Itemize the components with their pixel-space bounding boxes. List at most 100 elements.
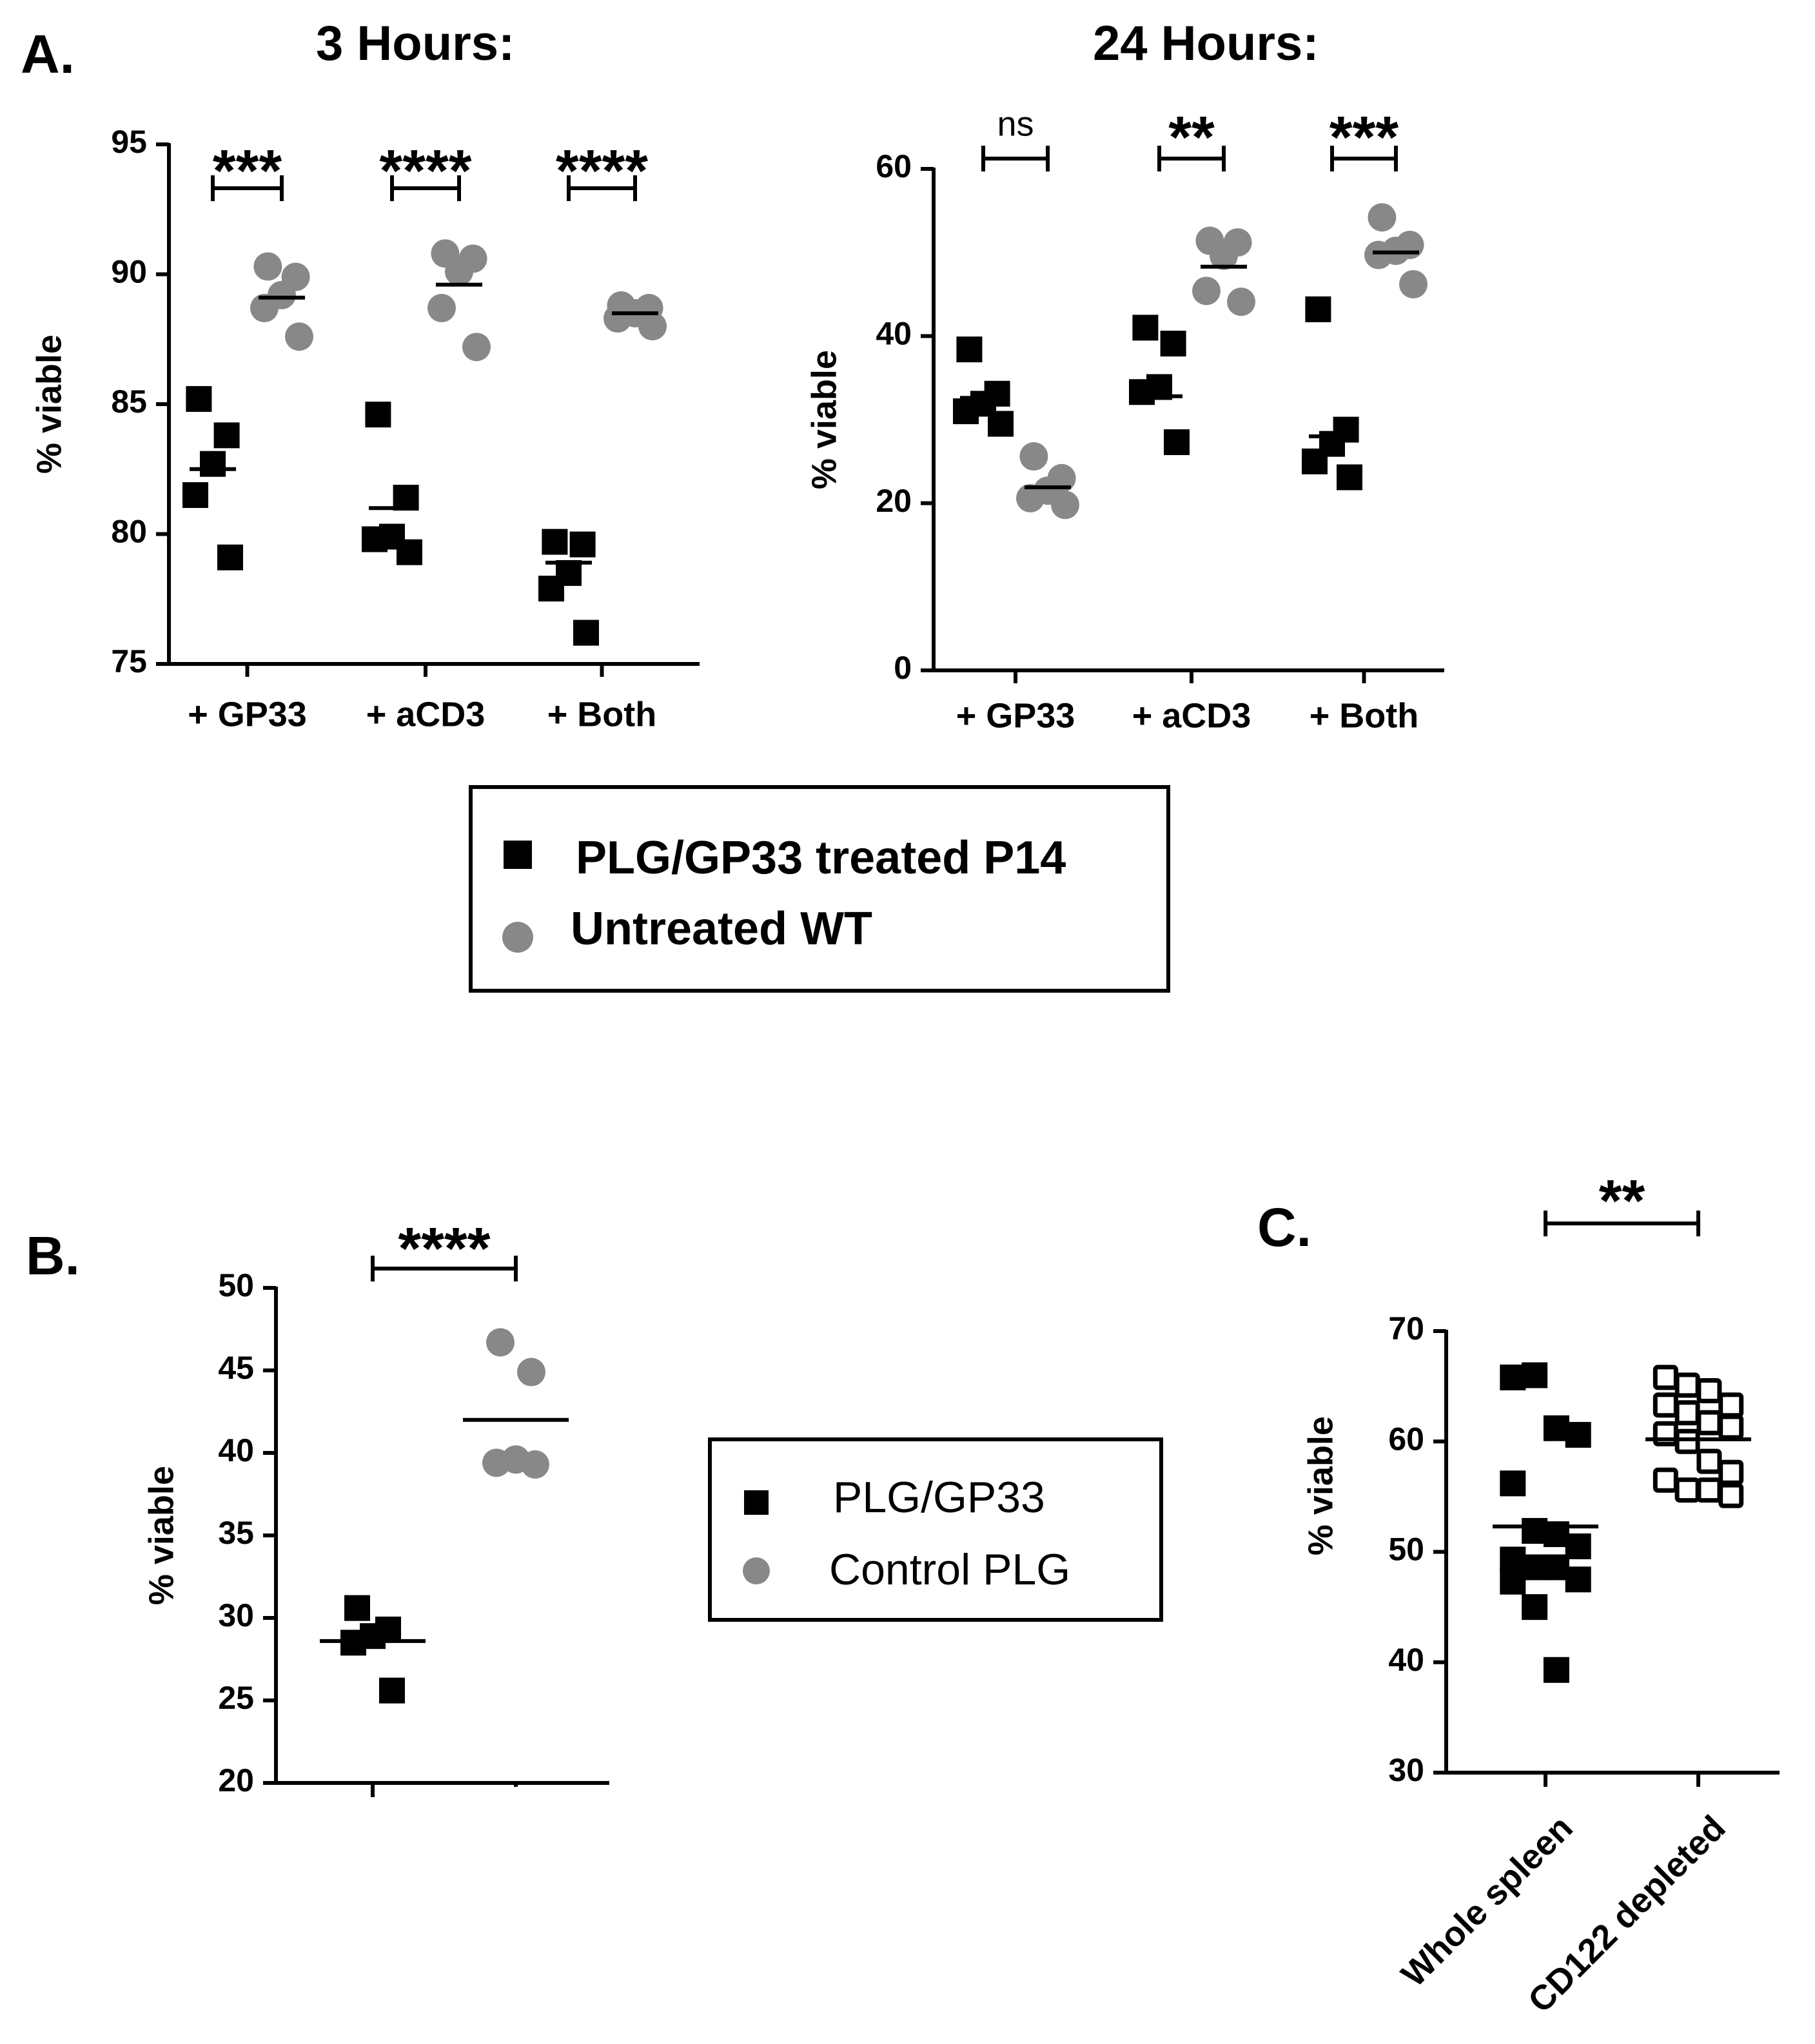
chart-a24-point-square: [956, 336, 983, 363]
chart-a3-point-square: [182, 482, 208, 509]
legend-a: PLG/GP33 treated P14 Untreated WT: [469, 785, 1170, 993]
chart-c-point-open-square: [1674, 1372, 1700, 1398]
chart-c-point-open-square: [1718, 1483, 1744, 1508]
chart-a3-point-circle: [603, 304, 632, 333]
chart-b-point-circle: [482, 1448, 511, 1477]
chart-c-sig-label: **: [1599, 1168, 1645, 1234]
chart-c-point-square: [1565, 1566, 1591, 1593]
chart-a24-title: 24 Hours:: [1093, 16, 1319, 71]
panel-a-letter: A.: [21, 24, 75, 84]
chart-a24-point-circle: [1016, 483, 1045, 512]
chart-c-y-tick-label: 40: [1388, 1642, 1424, 1678]
chart-b-y-label: % viable: [142, 1466, 181, 1605]
chart-a3-sig-label: ***: [213, 138, 282, 204]
legend-b-circle-icon: [743, 1557, 770, 1584]
chart-c-point-open-square: [1696, 1377, 1722, 1403]
chart-c-y-tick-label: 30: [1388, 1752, 1424, 1788]
chart-a24-point-square: [1132, 315, 1159, 341]
chart-a24-point-circle: [1019, 442, 1048, 471]
chart-a24-sig-label: ***: [1329, 104, 1399, 170]
chart-a24-point-square: [1302, 448, 1328, 474]
chart-b-sig-label: ****: [398, 1216, 490, 1281]
chart-c-y-label: % viable: [1301, 1416, 1340, 1555]
chart-a3-x-tick-label: + GP33: [188, 695, 307, 734]
chart-c-point-square: [1543, 1554, 1569, 1581]
panel-b-letter: B.: [26, 1225, 80, 1286]
chart-c-point-square: [1543, 1657, 1569, 1683]
chart-c-point-open-square: [1674, 1400, 1700, 1426]
chart-a24-point-circle: [1227, 287, 1255, 316]
chart-c-point-square: [1522, 1594, 1548, 1621]
chart-b-y-tick-label: 35: [218, 1515, 254, 1551]
legend-b-label-1: PLG/GP33: [833, 1473, 1045, 1522]
chart-a3-point-square: [365, 402, 391, 428]
chart-a3-point-square: [200, 451, 226, 477]
chart-c-point-square: [1565, 1421, 1591, 1448]
chart-a3-x-tick-label: + Both: [547, 695, 657, 734]
chart-b-point-square: [344, 1595, 370, 1621]
chart-b-y-tick-label: 25: [218, 1680, 254, 1716]
chart-a3-point-circle: [253, 252, 282, 281]
chart-b-y-tick-label: 20: [218, 1762, 254, 1798]
chart-a24-x-tick-label: + Both: [1310, 696, 1419, 735]
chart-a24-y-tick-label: 20: [876, 483, 912, 519]
chart-a24-y-tick-label: 0: [894, 650, 912, 686]
chart-b-y-tick-label: 30: [218, 1597, 254, 1633]
chart-a3-point-square: [542, 529, 568, 555]
chart-c-point-open-square: [1653, 1467, 1678, 1493]
chart-a3-point-square: [538, 576, 564, 602]
chart-a3-point-circle: [285, 322, 313, 351]
chart-c-point-square: [1522, 1517, 1548, 1544]
chart-a3-point-square: [186, 385, 212, 412]
chart-a3-sig-label: ****: [556, 138, 648, 204]
chart-a3-y-tick-label: 80: [111, 514, 147, 550]
chart-a3-point-circle: [445, 257, 473, 286]
chart-a3-point-circle: [250, 293, 279, 322]
chart-a24-point-square: [988, 411, 1014, 437]
chart-a24-sig-label: ns: [997, 104, 1034, 143]
chart-c-point-open-square: [1718, 1392, 1744, 1418]
chart-a3-y-tick-label: 85: [111, 384, 147, 420]
chart-c-point-square: [1543, 1415, 1569, 1441]
legend-b-square-icon: [744, 1490, 769, 1515]
chart-a24-x-tick-label: + GP33: [956, 696, 1075, 735]
legend-a-square-icon: [504, 841, 532, 869]
chart-a24-y-tick-label: 40: [876, 316, 912, 352]
chart-c-point-open-square: [1653, 1365, 1678, 1390]
chart-c-point-square: [1500, 1568, 1526, 1595]
chart-a24-point-circle: [1192, 277, 1221, 306]
legend-b-label-2: Control PLG: [829, 1545, 1071, 1594]
chart-a3-point-square: [213, 422, 240, 449]
legend-b: PLG/GP33 Control PLG: [708, 1437, 1163, 1622]
chart-a24-point-circle: [1210, 241, 1238, 270]
chart-a3-point-circle: [462, 333, 491, 362]
chart-c-point-open-square: [1674, 1428, 1700, 1454]
chart-a3-point-square: [397, 539, 422, 565]
chart-a3-point-circle: [427, 293, 456, 322]
chart-c-point-square: [1522, 1554, 1548, 1581]
legend-a-label-2: Untreated WT: [571, 903, 872, 955]
chart-b-point-circle: [521, 1450, 549, 1479]
legend-a-label-1: PLG/GP33 treated P14: [576, 832, 1066, 884]
chart-c-point-square: [1565, 1533, 1591, 1559]
chart-a24-y-tick-label: 60: [876, 148, 912, 184]
legend-a-circle-icon: [502, 922, 533, 953]
chart-c-point-open-square: [1653, 1392, 1678, 1418]
chart-a24-point-square: [1305, 296, 1331, 322]
chart-a3-y-tick-label: 95: [111, 124, 147, 160]
chart-a3-point-square: [217, 544, 243, 570]
chart-c-point-square: [1522, 1362, 1548, 1388]
panel-c-letter: C.: [1257, 1197, 1311, 1258]
chart-a24-point-square: [1160, 331, 1186, 357]
chart-c-point-square: [1500, 1470, 1526, 1497]
chart-c-point-open-square: [1696, 1410, 1722, 1436]
chart-b-point-square: [379, 1677, 405, 1704]
chart-a3-point-square: [573, 619, 599, 646]
chart-a24-point-circle: [1399, 269, 1427, 298]
chart-c-point-open-square: [1674, 1477, 1700, 1503]
chart-c-y-tick-label: 70: [1388, 1310, 1424, 1347]
chart-a3-y-tick-label: 75: [111, 643, 147, 679]
chart-c-y-tick-label: 60: [1388, 1421, 1424, 1457]
